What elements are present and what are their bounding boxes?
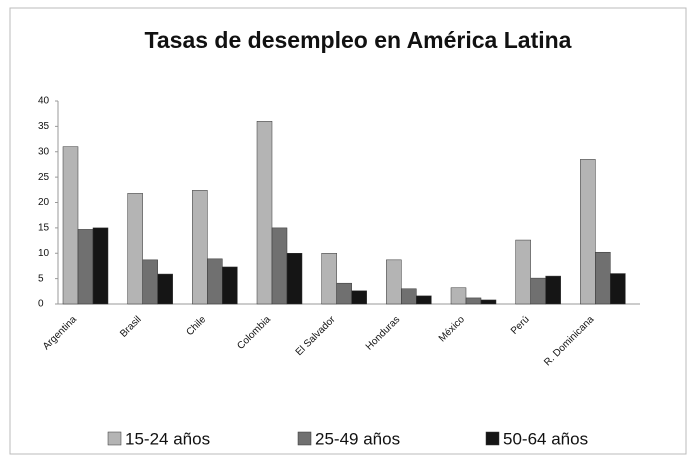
chart-title: Tasas de desempleo en América Latina [145, 27, 572, 53]
bar [515, 239, 531, 305]
bar [545, 275, 561, 305]
y-tick-label: 0 [38, 299, 44, 310]
bar [62, 146, 79, 305]
bar [77, 229, 94, 305]
bar [321, 253, 337, 305]
bar [92, 227, 109, 305]
bar [351, 290, 367, 305]
legend-label: 25-49 años [315, 429, 400, 448]
bar [480, 299, 497, 305]
bar [465, 297, 482, 305]
bar [222, 266, 238, 305]
bar [580, 159, 596, 305]
bar [256, 121, 273, 305]
y-tick-label: 30 [38, 146, 50, 157]
legend-swatch [485, 431, 500, 446]
legend-swatch [297, 431, 312, 446]
bar [595, 251, 611, 305]
bar [386, 259, 402, 305]
bar [610, 273, 626, 305]
bar [157, 273, 173, 305]
bar [336, 282, 352, 305]
y-tick-label: 25 [38, 172, 50, 183]
bar [271, 227, 288, 305]
legend-label: 15-24 años [125, 429, 210, 448]
bar [127, 193, 143, 305]
bar [450, 287, 467, 305]
y-tick-label: 40 [38, 96, 50, 107]
legend-label: 50-64 años [503, 429, 588, 448]
bar [207, 258, 223, 305]
y-tick-label: 35 [38, 121, 50, 132]
bar [401, 288, 417, 305]
y-tick-label: 20 [38, 197, 50, 208]
chart-border [9, 7, 687, 455]
legend-swatch [107, 431, 122, 446]
bar [142, 259, 158, 305]
y-tick-label: 5 [38, 273, 44, 284]
bar [286, 253, 303, 305]
bar [416, 295, 432, 305]
y-tick-label: 10 [38, 248, 50, 259]
bar [192, 190, 208, 305]
y-tick-label: 15 [38, 223, 50, 234]
bar [530, 277, 546, 305]
